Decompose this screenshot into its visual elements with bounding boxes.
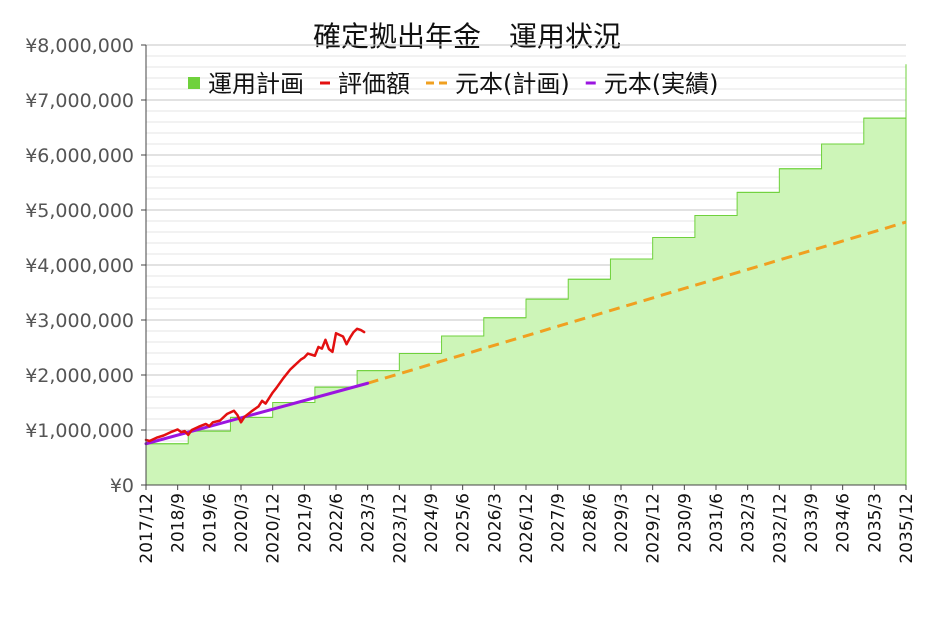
x-axis-ticks: 2017/12 2018/9 2019/6 2020/3 2020/12 2021/9 20…: [137, 485, 917, 564]
x-tick-label: 2028/6: [580, 493, 600, 553]
x-tick-label: 2029/12: [644, 493, 664, 564]
x-tick-label: 2032/12: [770, 493, 790, 564]
x-tick-label: 2025/6: [454, 493, 474, 553]
y-axis-ticks: ¥0 ¥1,000,000 ¥2,000,000 ¥3,000,000 ¥4,000,0…: [25, 35, 146, 497]
x-tick-label: 2030/9: [675, 493, 695, 553]
x-tick-label: 2017/12: [137, 493, 157, 564]
x-tick-label: 2035/3: [865, 493, 885, 553]
series-lines: [144, 220, 907, 446]
x-tick-label: 2035/12: [897, 493, 917, 564]
x-tick-label: 2020/12: [264, 493, 284, 564]
plan-area: [145, 64, 907, 486]
x-tick-label: 2032/3: [739, 493, 759, 553]
x-tick-label: 2029/3: [612, 493, 632, 553]
x-tick-label: 2022/6: [327, 493, 347, 553]
legend-label: 評価額: [338, 70, 410, 98]
y-tick-label: ¥8,000,000: [25, 35, 134, 57]
y-tick-label: ¥3,000,000: [25, 310, 134, 332]
x-tick-label: 2023/3: [359, 493, 379, 553]
x-tick-label: 2020/3: [232, 493, 252, 553]
series-line-評価額: [144, 327, 366, 443]
x-tick-label: 2034/6: [834, 493, 854, 553]
x-tick-label: 2026/3: [485, 493, 505, 553]
x-tick-label: 2026/12: [517, 493, 537, 564]
legend-label: 元本(計画): [455, 70, 570, 98]
series-line-元本(実績): [144, 381, 370, 446]
y-tick-label: ¥2,000,000: [25, 365, 134, 387]
y-tick-label: ¥1,000,000: [25, 420, 134, 442]
x-tick-label: 2018/9: [169, 493, 189, 553]
legend-swatch-square: [188, 77, 200, 89]
x-tick-label: 2023/12: [390, 493, 410, 564]
legend: 運用計画 評価額 元本(計画) 元本(実績): [188, 70, 718, 98]
x-tick-label: 2027/9: [549, 493, 569, 553]
chart-title: 確定拠出年金 運用状況: [313, 20, 621, 53]
x-tick-label: 2024/9: [422, 493, 442, 553]
plan-step-area: [145, 64, 907, 486]
y-tick-label: ¥6,000,000: [25, 145, 134, 167]
y-tick-label: ¥0: [110, 475, 134, 497]
series-line-元本(計画): [367, 220, 907, 385]
x-tick-label: 2021/9: [295, 493, 315, 553]
y-tick-label: ¥5,000,000: [25, 200, 134, 222]
x-tick-label: 2031/6: [707, 493, 727, 553]
legend-label: 運用計画: [208, 70, 304, 98]
y-tick-label: ¥4,000,000: [25, 255, 134, 277]
legend-label: 元本(実績): [604, 70, 719, 98]
x-tick-label: 2019/6: [200, 493, 220, 553]
y-tick-label: ¥7,000,000: [25, 90, 134, 112]
x-tick-label: 2033/9: [802, 493, 822, 553]
